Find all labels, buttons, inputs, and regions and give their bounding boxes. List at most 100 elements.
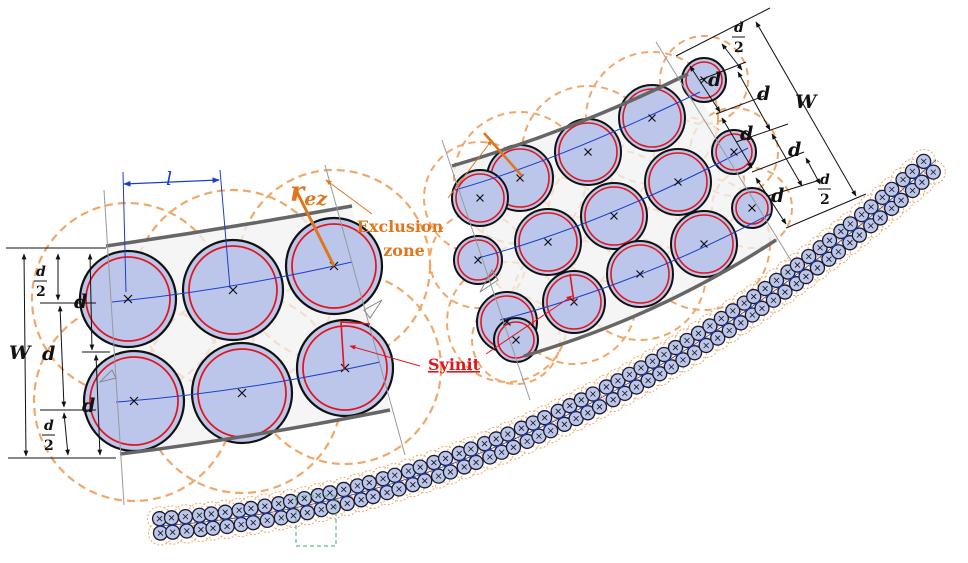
tow-fiber	[617, 385, 633, 402]
exclusion-circle	[899, 158, 925, 184]
fiber-ring	[674, 214, 734, 274]
svg-text:d: d	[36, 264, 46, 280]
tow-fiber	[598, 379, 615, 395]
tow-fiber	[821, 232, 838, 249]
svg-text:d: d	[820, 172, 830, 188]
tow-fiber	[585, 386, 601, 402]
right-centerline-2	[477, 147, 749, 259]
tow-fiber	[798, 268, 814, 285]
tow-fiber	[325, 499, 341, 515]
tow-fiber	[299, 505, 315, 521]
tow-fiber	[164, 524, 181, 540]
tow-fiber	[205, 520, 221, 536]
tow-fiber	[640, 372, 656, 389]
fiber-ring	[558, 122, 618, 182]
right-d-half-bottom: d 2	[818, 172, 831, 208]
right-tape-top-edge	[451, 72, 689, 168]
tow-fiber	[536, 410, 553, 426]
tow-fiber	[628, 379, 645, 395]
right-W-label: W	[795, 91, 818, 113]
center-cross	[474, 256, 482, 264]
right-zoom-panel: W d d d d d d 2 d 2	[423, 7, 867, 401]
tow-fiber	[339, 495, 355, 512]
tow-fiber	[426, 454, 442, 471]
center-cross	[610, 212, 618, 220]
exclusion-zone-annotation: Exclusion zone	[325, 139, 493, 260]
tow-fiber	[830, 244, 847, 260]
tow-fiber	[721, 322, 737, 339]
tow-fiber	[353, 492, 369, 508]
tow-fiber	[893, 192, 909, 208]
right-d-label-3: d	[740, 123, 753, 145]
left-section-line-left	[103, 189, 125, 506]
right-centerline-3	[499, 213, 771, 321]
tow-fiber	[713, 310, 730, 327]
tow-fiber	[468, 454, 484, 471]
fiber-ring	[610, 244, 670, 304]
tow-fiber	[914, 174, 930, 190]
tow-fiber	[442, 464, 459, 480]
tow-fiber	[296, 490, 313, 507]
tow-fiber	[417, 473, 433, 489]
tow-fiber	[163, 510, 180, 526]
tow-centerline	[157, 159, 937, 527]
l-extension-left	[122, 171, 127, 293]
tow-fiber	[513, 420, 530, 436]
center-cross	[674, 178, 682, 186]
left-tape-top-edge	[105, 204, 353, 248]
l-label: l	[166, 168, 172, 190]
tow-fiber	[679, 332, 695, 349]
tow-fiber	[285, 507, 301, 524]
tow-fiber	[621, 366, 638, 383]
center-cross	[512, 336, 520, 344]
left-tape-bottom-edge	[119, 408, 391, 456]
tow-fiber	[789, 257, 806, 273]
exclusion-zone-label-line2: zone	[383, 241, 425, 260]
tow-fiber	[702, 318, 718, 334]
fiber-ring	[188, 245, 278, 335]
tow-fiber	[801, 248, 817, 265]
right-tape-bottom-edge	[523, 238, 777, 358]
tow-fiber	[203, 506, 219, 522]
center-cross	[584, 148, 592, 156]
center-cross	[237, 388, 247, 398]
center-cross	[340, 363, 350, 373]
tow-fiber	[179, 523, 195, 539]
tow-fiber	[904, 163, 921, 180]
tow-fiber	[365, 488, 381, 505]
tow-fiber	[610, 373, 626, 389]
left-W-label: W	[9, 342, 32, 364]
tow-fiber	[851, 227, 868, 243]
tow-fiber	[644, 353, 661, 369]
left-centerline-row1	[111, 261, 353, 303]
left-fibers	[78, 216, 395, 453]
center-cross	[636, 270, 644, 278]
syinit-radius-left	[340, 321, 345, 371]
rez-radius-line	[295, 191, 336, 267]
tow-fiber	[322, 485, 338, 501]
left-d-label-3: d	[82, 395, 95, 417]
tow-fiber	[698, 337, 714, 354]
l-dimension-arrow	[123, 177, 220, 187]
center-cross	[129, 396, 139, 406]
tow-fiber	[768, 272, 785, 289]
center-cross	[503, 318, 511, 326]
syinit-radius-left-b	[340, 321, 371, 325]
svg-text:2: 2	[44, 438, 54, 454]
left-dimension-stack	[6, 247, 116, 459]
tow-fiber	[884, 181, 900, 198]
tow-fiber	[725, 303, 741, 319]
center-cross	[476, 194, 484, 202]
fiber-ring	[291, 223, 377, 309]
fiber-ring	[89, 356, 179, 446]
tow-fiber	[456, 459, 472, 475]
tow-fiber	[243, 500, 259, 517]
tow-fiber	[663, 359, 680, 375]
tow-fiber	[387, 467, 403, 483]
left-d-half-top: d 2	[34, 264, 47, 300]
exclusion-zone-label-line1: Exclusion	[357, 217, 444, 236]
tow-fiber	[556, 416, 573, 432]
left-d-half-bottom: d 2	[42, 418, 55, 454]
svg-text:d: d	[44, 418, 54, 434]
